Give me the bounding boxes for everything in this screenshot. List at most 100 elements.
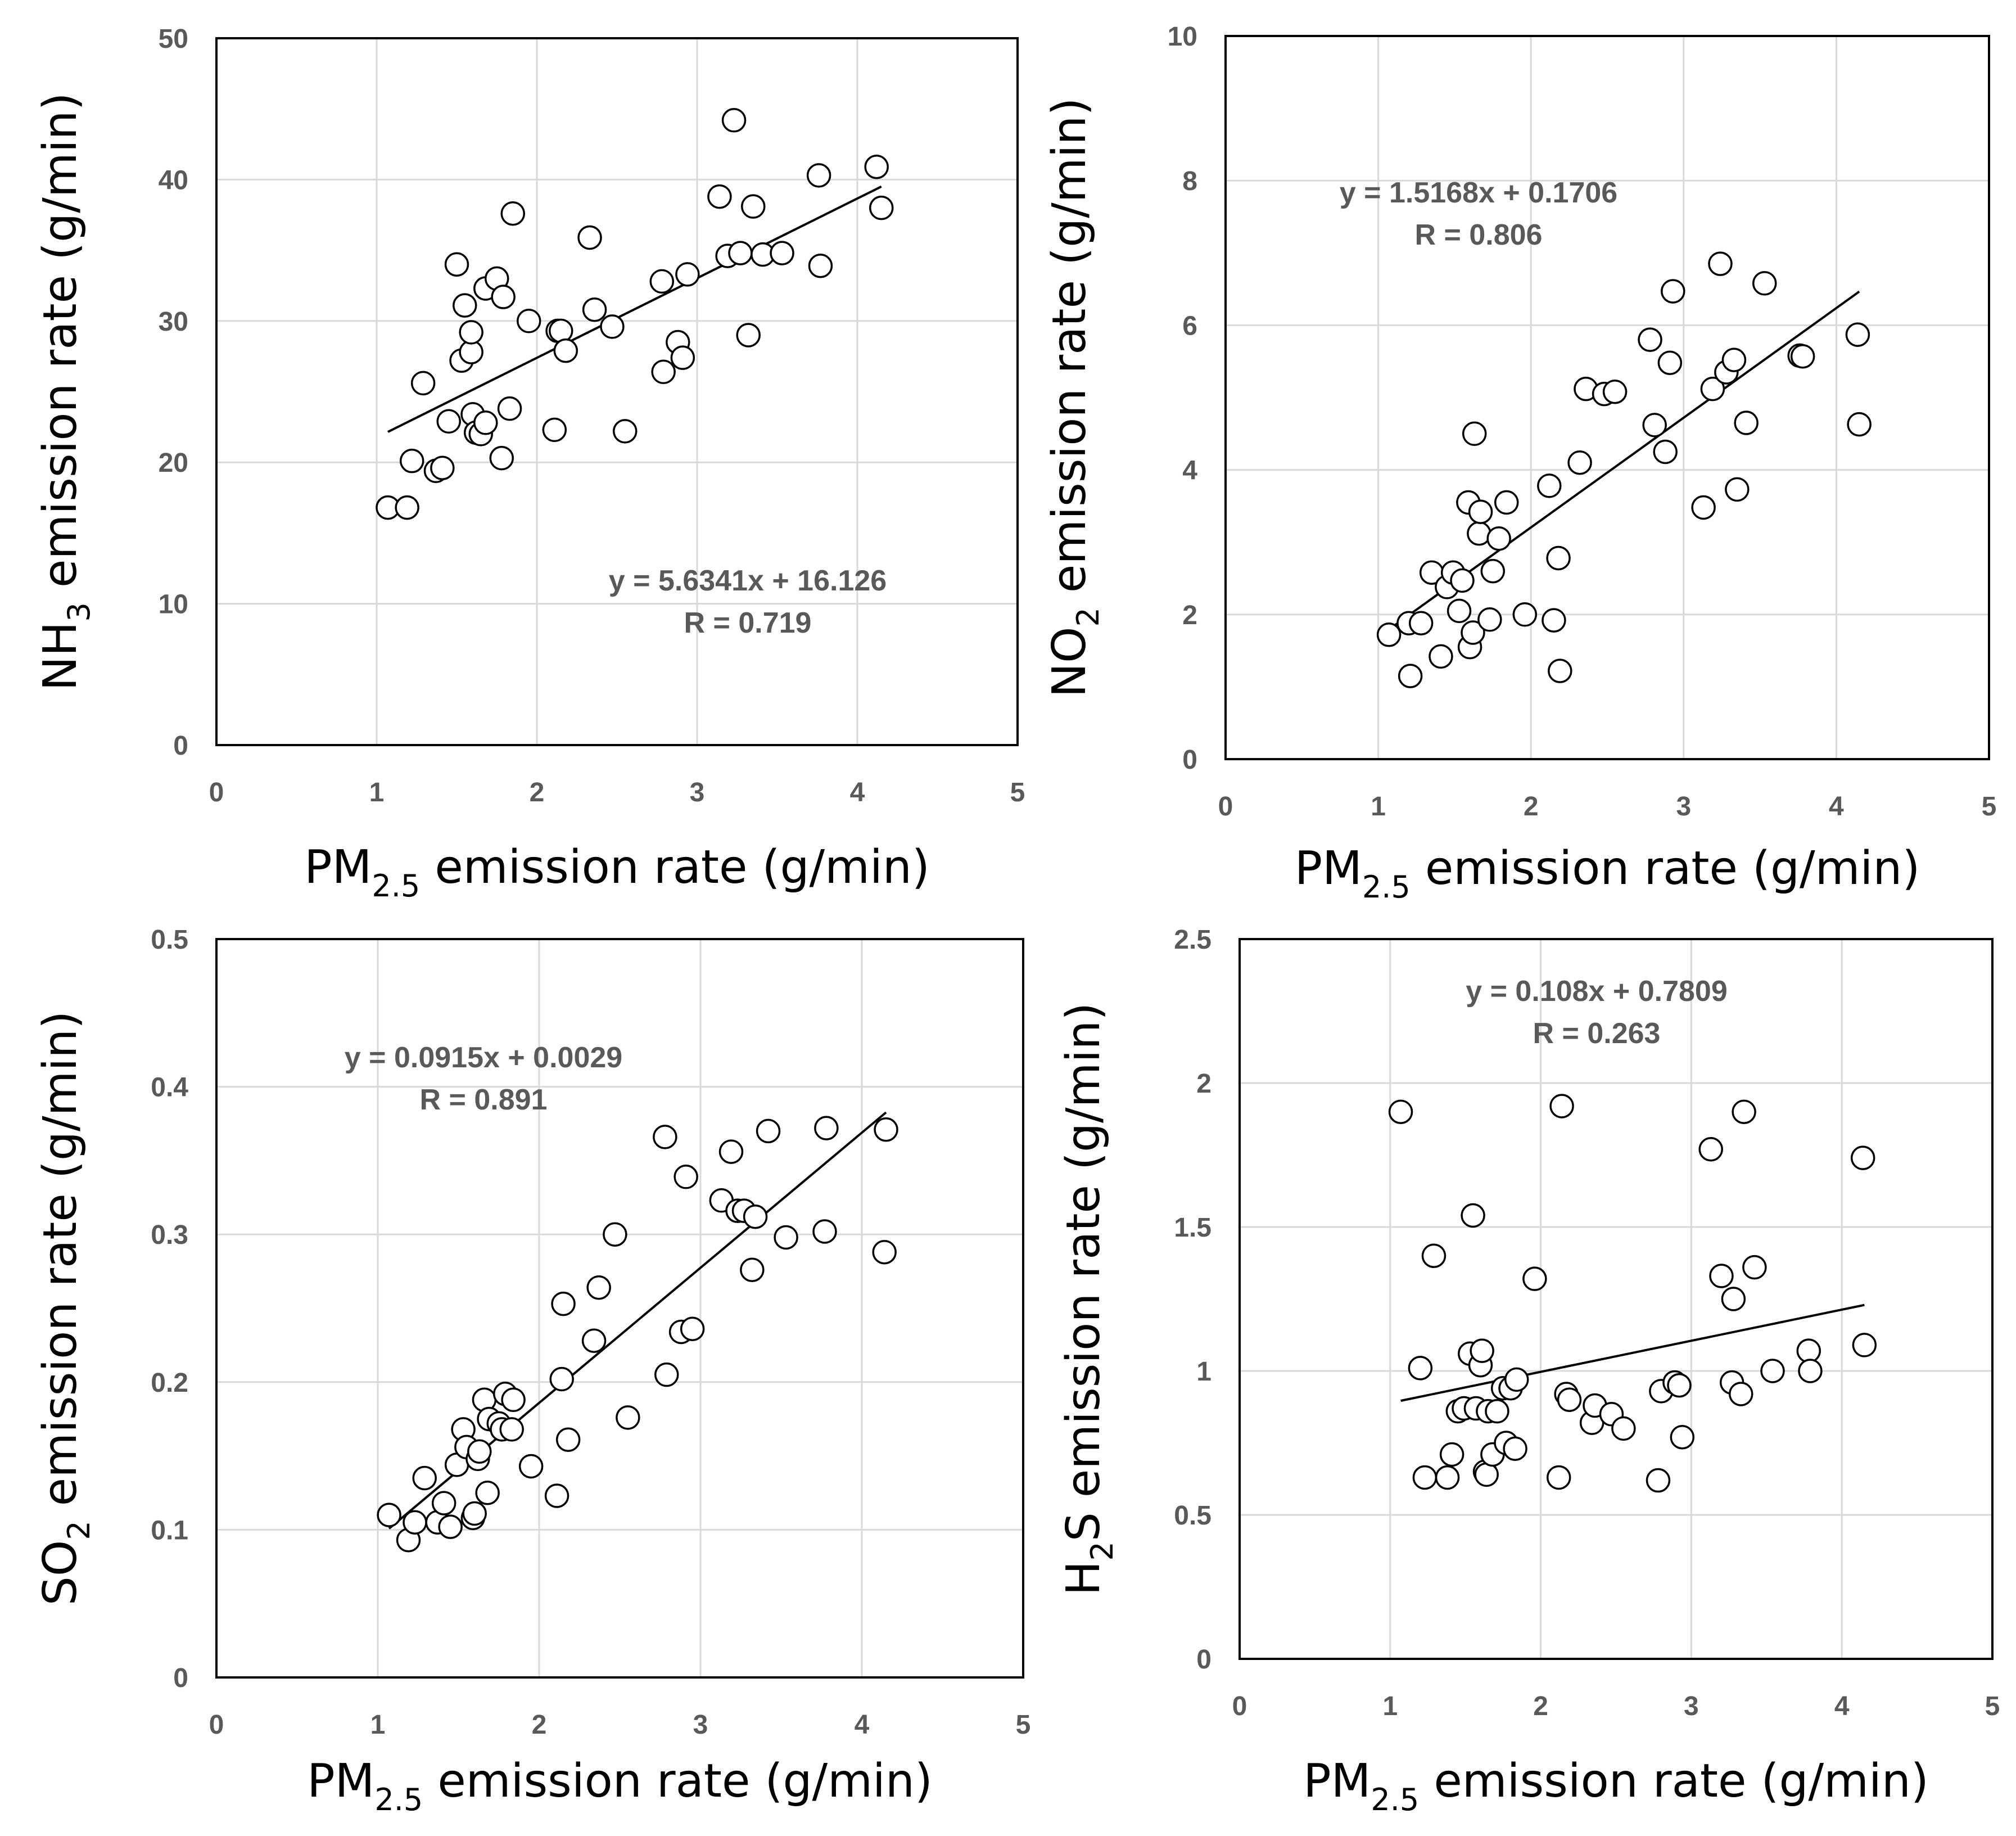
plot-frame bbox=[215, 938, 1024, 1679]
data-point bbox=[1376, 622, 1402, 647]
plot-frame bbox=[215, 37, 1019, 746]
data-point bbox=[675, 262, 700, 287]
data-point bbox=[814, 1116, 839, 1140]
data-point bbox=[1537, 473, 1562, 498]
data-point bbox=[600, 314, 625, 339]
x-tick-label: 5 bbox=[1010, 778, 1025, 808]
data-point bbox=[1549, 1094, 1574, 1118]
data-point bbox=[586, 1275, 611, 1300]
y-tick-label: 0.3 bbox=[151, 1220, 188, 1250]
data-point bbox=[770, 241, 794, 265]
data-point bbox=[1439, 1442, 1464, 1467]
y-tick-label: 2 bbox=[1196, 1069, 1212, 1099]
x-tick-label: 3 bbox=[1676, 792, 1691, 822]
data-point bbox=[651, 359, 676, 385]
data-point bbox=[1602, 379, 1628, 404]
data-point bbox=[491, 285, 516, 309]
data-point bbox=[1486, 526, 1511, 551]
data-point bbox=[453, 293, 477, 318]
data-point bbox=[1480, 558, 1506, 584]
y-tick-label: 0 bbox=[173, 1663, 188, 1693]
data-point bbox=[430, 455, 455, 481]
x-tick-label: 1 bbox=[370, 1710, 386, 1740]
data-point bbox=[1657, 350, 1683, 376]
data-point bbox=[431, 1491, 456, 1515]
data-point bbox=[1667, 1373, 1692, 1398]
chart-panel-bottom-left: 0 1 2 3 4 5 0 0.1 0.2 0.3 0.4 0.5 PM2.5 emission rat… bbox=[34, 925, 1030, 1817]
data-point bbox=[721, 108, 747, 133]
x-tick-label: 4 bbox=[1834, 1691, 1850, 1721]
data-point bbox=[1700, 376, 1725, 402]
data-point bbox=[1691, 495, 1716, 520]
data-point bbox=[1646, 1468, 1671, 1493]
y-tick-label: 50 bbox=[159, 24, 188, 54]
data-point bbox=[1611, 1416, 1636, 1441]
data-point bbox=[549, 318, 573, 344]
correlation-label: R = 0.891 bbox=[420, 1084, 548, 1116]
data-point bbox=[1398, 664, 1423, 688]
data-point bbox=[1467, 521, 1491, 546]
data-point bbox=[1477, 607, 1502, 632]
x-tick-label: 3 bbox=[1684, 1691, 1699, 1721]
x-tick-label: 2 bbox=[532, 1710, 547, 1740]
data-point bbox=[649, 269, 675, 294]
x-tick-label: 2 bbox=[1524, 792, 1539, 822]
x-tick-label: 5 bbox=[1985, 1691, 2000, 1721]
x-tick-label: 4 bbox=[855, 1710, 870, 1740]
data-point bbox=[1790, 344, 1815, 369]
plot-frame bbox=[1224, 35, 1990, 760]
x-tick-label: 0 bbox=[209, 778, 224, 808]
data-point bbox=[501, 1387, 526, 1413]
data-point bbox=[1670, 1425, 1695, 1450]
data-point bbox=[1450, 568, 1475, 593]
data-point bbox=[1721, 348, 1747, 372]
chart-panel-top-right: 0 1 2 3 4 5 0 2 4 6 8 10 PM2.5 emission rate (g/min)… bbox=[1043, 22, 1996, 905]
y-tick-label: 10 bbox=[159, 590, 188, 620]
data-point bbox=[1845, 322, 1870, 347]
data-point bbox=[808, 254, 833, 278]
regression-equation: y = 5.6341x + 16.126 bbox=[609, 565, 887, 597]
data-point bbox=[497, 396, 522, 421]
data-point bbox=[467, 1439, 492, 1464]
y-axis-label: H2S emission rate (g/min) bbox=[1057, 1003, 1120, 1596]
data-point bbox=[869, 195, 894, 220]
data-point bbox=[654, 1362, 679, 1387]
data-point bbox=[1546, 545, 1571, 571]
data-point bbox=[551, 1291, 576, 1316]
regression-equation: y = 0.0915x + 0.0029 bbox=[345, 1041, 622, 1074]
y-tick-label: 6 bbox=[1182, 311, 1197, 341]
y-axis-label: NH3 emission rate (g/min) bbox=[34, 93, 97, 691]
data-point bbox=[462, 1501, 487, 1526]
data-point bbox=[1567, 450, 1592, 475]
data-point bbox=[1485, 1399, 1509, 1424]
data-point bbox=[1494, 490, 1519, 515]
x-axis-label: PM2.5 emission rate (g/min) bbox=[304, 841, 930, 904]
data-point bbox=[864, 155, 889, 179]
x-tick-label: 4 bbox=[850, 778, 865, 808]
data-point bbox=[459, 320, 483, 345]
y-tick-label: 1.5 bbox=[1174, 1213, 1212, 1243]
data-point bbox=[399, 448, 424, 473]
chart-panel-bottom-right: 0 1 2 3 4 5 0 0.5 1 1.5 2 2.5 PM2.5 emission rate (g… bbox=[1057, 925, 2000, 1817]
data-point bbox=[1653, 439, 1678, 464]
data-point bbox=[1421, 1243, 1447, 1268]
data-point bbox=[499, 1417, 524, 1442]
data-point bbox=[1408, 1356, 1433, 1381]
data-point bbox=[673, 1165, 698, 1189]
y-tick-label: 10 bbox=[1168, 22, 1197, 52]
y-tick-label: 0.4 bbox=[151, 1073, 188, 1103]
data-point bbox=[1542, 608, 1566, 633]
y-tick-label: 0.1 bbox=[151, 1515, 188, 1545]
data-point bbox=[1503, 1436, 1527, 1461]
data-point bbox=[613, 419, 638, 444]
data-point bbox=[1708, 251, 1733, 276]
x-tick-label: 1 bbox=[369, 778, 385, 808]
data-point bbox=[377, 1503, 401, 1527]
trendline bbox=[387, 185, 882, 433]
data-point bbox=[542, 417, 567, 443]
x-tick-label: 3 bbox=[693, 1710, 708, 1740]
y-tick-label: 40 bbox=[159, 165, 188, 195]
y-tick-label: 0.5 bbox=[1174, 1501, 1212, 1531]
data-point bbox=[544, 1483, 569, 1508]
